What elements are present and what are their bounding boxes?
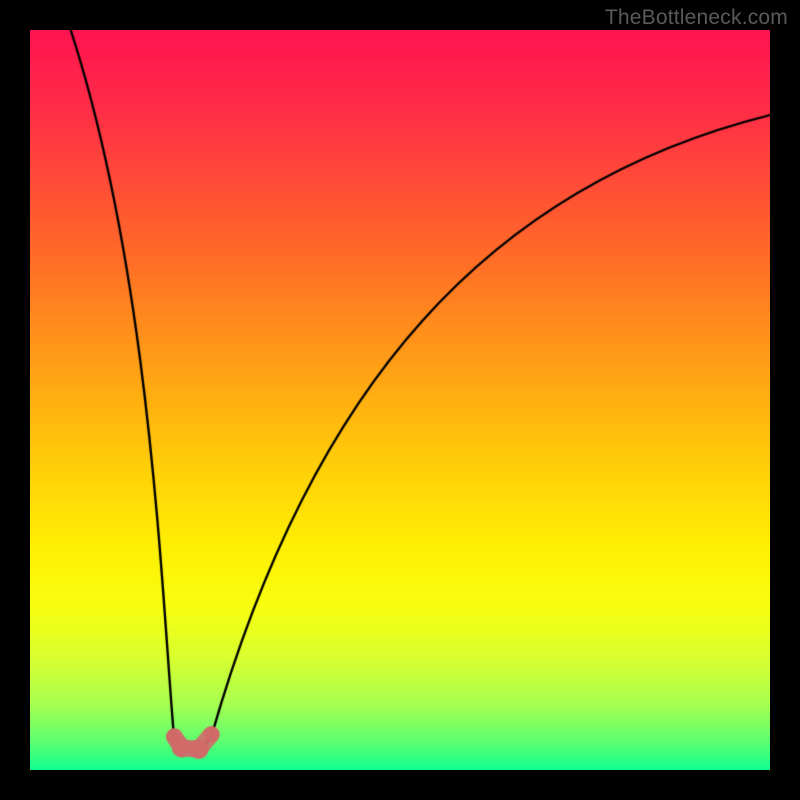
chart-container: TheBottleneck.com [0, 0, 800, 800]
watermark-text: TheBottleneck.com [605, 6, 788, 30]
plot-area [30, 30, 770, 770]
bottleneck-curve [30, 30, 770, 770]
